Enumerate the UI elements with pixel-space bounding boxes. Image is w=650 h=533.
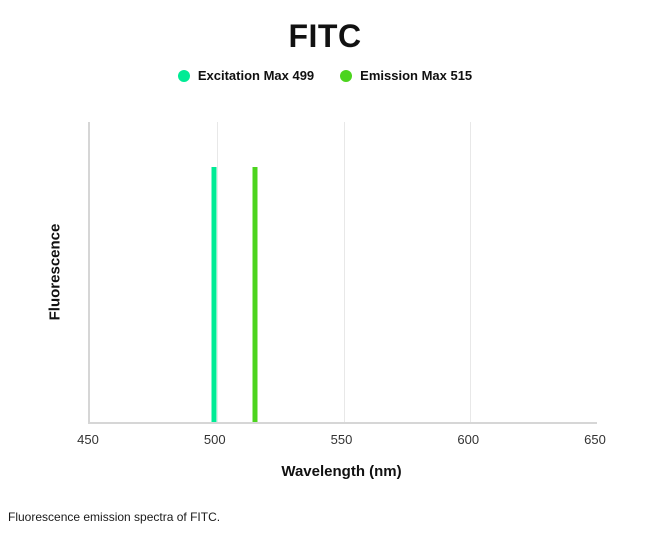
- figure-caption: Fluorescence emission spectra of FITC.: [8, 510, 221, 524]
- y-axis-label: Fluorescence: [46, 223, 64, 321]
- gridline-500: [216, 122, 218, 422]
- x-tick-label-550: 550: [330, 432, 353, 447]
- x-axis-label: Wavelength (nm): [281, 463, 402, 480]
- excitation-legend-label: Excitation Max 499: [197, 68, 315, 83]
- x-tick-label-500: 500: [203, 432, 226, 447]
- x-tick-label-650: 650: [584, 432, 606, 447]
- gridline-600: [470, 122, 472, 422]
- legend: Excitation Max 499 Emission Max 515: [0, 68, 650, 83]
- spectral-line-emission: [252, 167, 258, 422]
- x-tick-label-450: 450: [77, 432, 99, 447]
- emission-legend-label: Emission Max 515: [360, 68, 473, 83]
- legend-item-emission: Emission Max 515: [340, 68, 472, 83]
- gridline-550: [343, 122, 345, 422]
- chart-title: FITC: [288, 18, 362, 54]
- spectral-line-excitation: [211, 167, 217, 422]
- emission-legend-dot-icon: [340, 69, 353, 82]
- x-tick-label-600: 600: [457, 432, 480, 447]
- excitation-legend-dot-icon: [177, 69, 190, 82]
- legend-item-excitation: Excitation Max 499: [177, 68, 315, 83]
- x-axis-ticks: 450 500 550 600 650: [77, 432, 606, 450]
- plot-area: [88, 122, 597, 424]
